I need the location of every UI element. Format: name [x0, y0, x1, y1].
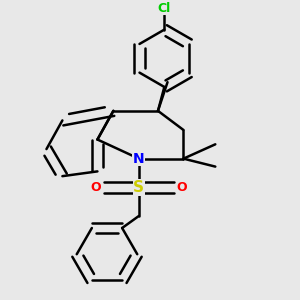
Text: N: N: [133, 152, 145, 166]
Text: O: O: [176, 181, 187, 194]
Text: Cl: Cl: [158, 2, 171, 15]
Text: S: S: [133, 180, 144, 195]
Text: O: O: [91, 181, 101, 194]
